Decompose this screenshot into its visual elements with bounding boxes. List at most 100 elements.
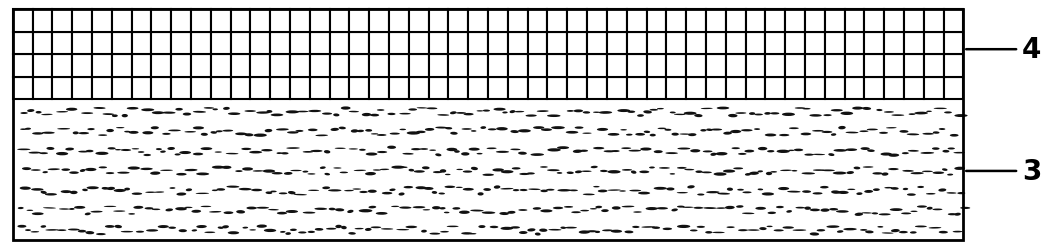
Bar	[865, 10, 884, 32]
Bar	[408, 32, 429, 55]
Ellipse shape	[95, 152, 108, 155]
Ellipse shape	[899, 231, 908, 233]
Ellipse shape	[770, 113, 780, 115]
Ellipse shape	[669, 112, 676, 114]
Bar	[330, 10, 349, 32]
Bar	[33, 78, 52, 100]
Ellipse shape	[595, 231, 601, 233]
Bar	[191, 10, 211, 32]
Ellipse shape	[440, 231, 449, 232]
Bar	[765, 10, 785, 32]
Ellipse shape	[758, 189, 763, 190]
Ellipse shape	[294, 194, 307, 196]
Ellipse shape	[288, 132, 298, 134]
Ellipse shape	[192, 230, 197, 232]
Ellipse shape	[666, 188, 675, 191]
Bar	[230, 10, 250, 32]
Bar	[33, 10, 52, 32]
Ellipse shape	[579, 150, 588, 152]
Ellipse shape	[193, 127, 204, 130]
Ellipse shape	[31, 231, 39, 232]
Ellipse shape	[352, 188, 361, 190]
Ellipse shape	[62, 169, 70, 171]
Ellipse shape	[324, 150, 330, 154]
Ellipse shape	[766, 172, 772, 176]
Ellipse shape	[117, 172, 129, 174]
Ellipse shape	[535, 232, 541, 236]
Ellipse shape	[111, 115, 118, 117]
Ellipse shape	[595, 206, 603, 208]
Ellipse shape	[549, 229, 561, 231]
Ellipse shape	[728, 114, 737, 118]
Ellipse shape	[31, 188, 44, 191]
Bar	[865, 32, 884, 55]
Ellipse shape	[900, 130, 908, 133]
Bar	[845, 10, 865, 32]
Ellipse shape	[620, 190, 626, 192]
Ellipse shape	[780, 170, 792, 172]
Ellipse shape	[564, 227, 577, 228]
Ellipse shape	[107, 148, 116, 150]
Ellipse shape	[459, 211, 470, 214]
Ellipse shape	[423, 187, 434, 190]
Ellipse shape	[604, 150, 615, 153]
Bar	[607, 55, 627, 78]
Ellipse shape	[121, 149, 132, 152]
Ellipse shape	[432, 191, 437, 194]
Bar	[429, 55, 449, 78]
Ellipse shape	[727, 188, 733, 191]
Ellipse shape	[886, 128, 897, 129]
Ellipse shape	[143, 154, 151, 156]
Ellipse shape	[677, 206, 684, 208]
Ellipse shape	[837, 191, 849, 194]
Ellipse shape	[314, 208, 327, 210]
Ellipse shape	[821, 170, 835, 172]
Ellipse shape	[128, 132, 139, 134]
Ellipse shape	[840, 112, 853, 116]
Bar	[13, 32, 33, 55]
Ellipse shape	[144, 207, 154, 210]
Ellipse shape	[622, 169, 632, 171]
Ellipse shape	[702, 151, 713, 153]
Ellipse shape	[246, 207, 257, 210]
Ellipse shape	[381, 228, 394, 230]
Ellipse shape	[697, 226, 705, 228]
Ellipse shape	[766, 226, 772, 227]
Ellipse shape	[476, 153, 483, 155]
Ellipse shape	[160, 151, 166, 153]
Ellipse shape	[435, 154, 441, 157]
Ellipse shape	[856, 192, 863, 195]
Ellipse shape	[97, 233, 106, 235]
Ellipse shape	[582, 133, 592, 134]
Ellipse shape	[910, 211, 918, 212]
Bar	[52, 32, 72, 55]
Ellipse shape	[359, 149, 366, 151]
Bar	[824, 32, 845, 55]
Ellipse shape	[48, 169, 59, 170]
Ellipse shape	[450, 132, 457, 135]
Ellipse shape	[160, 170, 173, 171]
Ellipse shape	[712, 232, 725, 233]
Bar	[646, 55, 666, 78]
Ellipse shape	[463, 171, 472, 173]
Ellipse shape	[879, 214, 890, 216]
Ellipse shape	[59, 208, 70, 210]
Ellipse shape	[533, 207, 541, 210]
Ellipse shape	[366, 153, 378, 156]
Bar	[211, 32, 230, 55]
Ellipse shape	[957, 192, 966, 194]
Ellipse shape	[711, 129, 723, 131]
Ellipse shape	[124, 188, 131, 191]
Bar	[468, 32, 488, 55]
Ellipse shape	[908, 114, 916, 116]
Ellipse shape	[178, 229, 187, 232]
Ellipse shape	[85, 231, 94, 234]
Ellipse shape	[103, 114, 115, 116]
Ellipse shape	[452, 207, 460, 210]
Ellipse shape	[810, 209, 820, 212]
Ellipse shape	[41, 132, 55, 134]
Bar	[607, 32, 627, 55]
Bar	[349, 78, 369, 100]
Ellipse shape	[578, 230, 590, 234]
Ellipse shape	[462, 128, 472, 130]
